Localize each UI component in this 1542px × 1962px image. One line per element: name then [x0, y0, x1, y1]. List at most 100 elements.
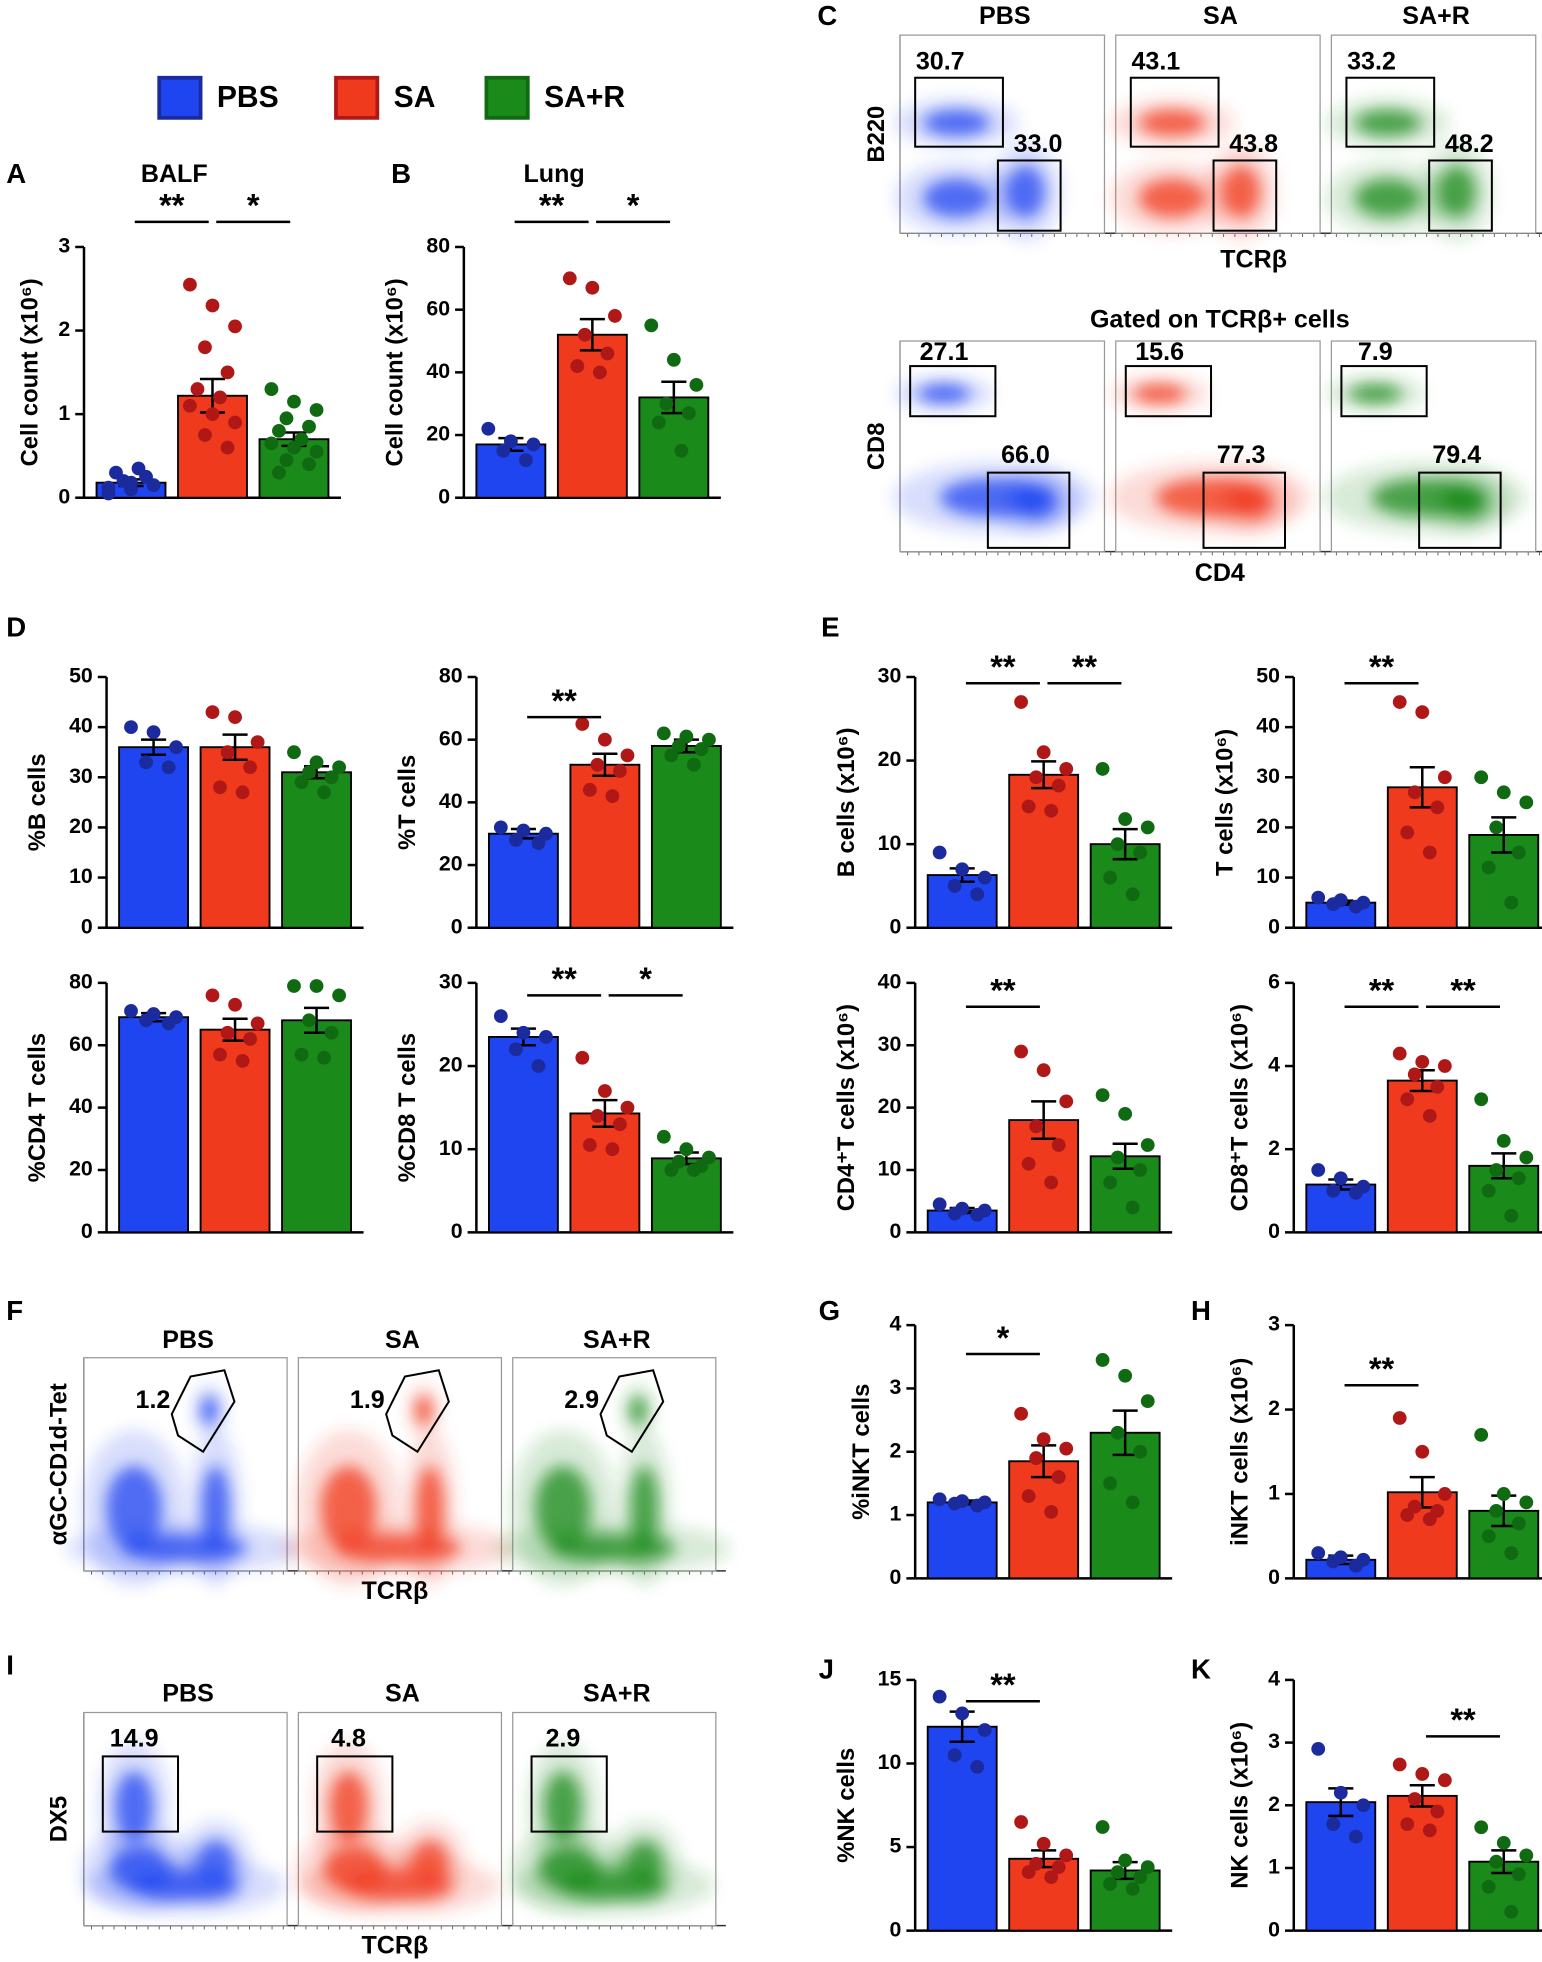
data-point [1489, 1163, 1504, 1177]
data-point [287, 440, 301, 455]
panel-label: D [6, 612, 26, 643]
gate [599, 1369, 665, 1454]
y-tick-label: 10 [69, 864, 93, 888]
y-tick-label: 40 [1256, 714, 1280, 738]
data-point [1504, 1546, 1519, 1560]
gate-label: 1.9 [350, 1386, 385, 1414]
gate [316, 1755, 394, 1833]
data-point [932, 1689, 947, 1704]
error-bar [222, 733, 248, 761]
y-axis-label: CD8⁺T cells (x10⁶) [1226, 1004, 1253, 1211]
data-point [228, 319, 242, 334]
data-point [947, 1496, 962, 1511]
data-point [575, 1050, 590, 1065]
data-point [1110, 837, 1125, 852]
bar [556, 333, 628, 499]
data-point [1059, 762, 1074, 776]
data-point [664, 748, 679, 763]
data-point [526, 437, 541, 452]
data-point [235, 1053, 250, 1068]
data-point [220, 745, 235, 760]
gate-label: 66.0 [1001, 441, 1050, 469]
group-header: SA [385, 1326, 420, 1354]
data-point [1415, 1767, 1430, 1781]
data-point [272, 465, 286, 480]
significance-label: ** [990, 1666, 1016, 1703]
y-tick-label: 60 [426, 296, 450, 320]
data-point [1051, 1470, 1066, 1484]
data-point [139, 1013, 153, 1028]
data-point [213, 390, 227, 405]
data-point [1059, 1848, 1074, 1863]
chart-title: BALF [141, 160, 208, 188]
error-bar [1112, 827, 1138, 861]
panel-label: E [821, 612, 839, 643]
data-point [679, 1142, 694, 1157]
data-point [243, 760, 257, 775]
data-point [198, 340, 212, 355]
data-point [570, 359, 585, 373]
data-point [605, 1142, 620, 1157]
density-inner [200, 1396, 219, 1425]
data-point [1029, 770, 1044, 785]
data-point [1118, 1853, 1133, 1868]
data-point [605, 789, 620, 803]
flow-y-label: DX5 [45, 1796, 72, 1842]
data-point [1474, 1427, 1489, 1442]
data-point [1496, 785, 1511, 800]
flow-x-label: TCRβ [361, 1932, 428, 1960]
y-tick-label: 1 [1268, 1481, 1280, 1505]
data-point [932, 1197, 947, 1212]
data-point [519, 453, 533, 467]
data-point [183, 277, 197, 292]
data-point [220, 1025, 235, 1040]
data-point [1496, 1487, 1511, 1501]
density [893, 375, 1096, 535]
data-point [1311, 1741, 1326, 1756]
bar [118, 746, 189, 929]
gate [1418, 471, 1502, 549]
panel-label: A [6, 158, 26, 189]
bar [1008, 773, 1080, 929]
y-tick-label: 0 [890, 914, 902, 938]
data-point [1496, 1835, 1511, 1850]
y-tick-label: 0 [1268, 1917, 1280, 1941]
gate [1129, 76, 1220, 148]
data-point [1059, 1441, 1074, 1456]
data-point [146, 725, 161, 740]
gate-label: 79.4 [1432, 441, 1481, 469]
data-point [651, 415, 666, 430]
data-point [1511, 1516, 1526, 1531]
data-point [109, 465, 123, 480]
y-tick-label: 1 [890, 1502, 902, 1526]
y-axis-label: iNKT cells (x10⁶) [1226, 1358, 1253, 1546]
y-tick-label: 4 [890, 1312, 902, 1336]
density [281, 1384, 517, 1587]
data-point [608, 309, 622, 323]
data-point [161, 1016, 176, 1031]
data-point [294, 775, 309, 790]
flow-y-label: B220 [863, 106, 890, 163]
data-point [531, 1059, 546, 1073]
data-point [131, 461, 146, 476]
gate [1340, 365, 1428, 418]
y-tick-label: 30 [69, 764, 93, 788]
data-point [124, 475, 138, 490]
chart-title: Lung [523, 160, 584, 188]
gate-label: 14.9 [110, 1725, 159, 1753]
data-point [666, 352, 681, 367]
data-point [1133, 1870, 1148, 1885]
y-tick-label: 0 [438, 484, 450, 508]
data-point [644, 318, 659, 333]
data-point [1103, 1175, 1118, 1190]
data-point [228, 997, 242, 1012]
bar [1008, 1460, 1080, 1580]
density-inner [414, 1396, 433, 1425]
data-point [250, 1016, 265, 1031]
data-point [228, 415, 242, 430]
density-inner [1228, 483, 1274, 520]
gate-label: 1.2 [136, 1386, 171, 1414]
data-point [1504, 1208, 1519, 1223]
gate [1124, 365, 1213, 418]
data-point [213, 1047, 227, 1062]
